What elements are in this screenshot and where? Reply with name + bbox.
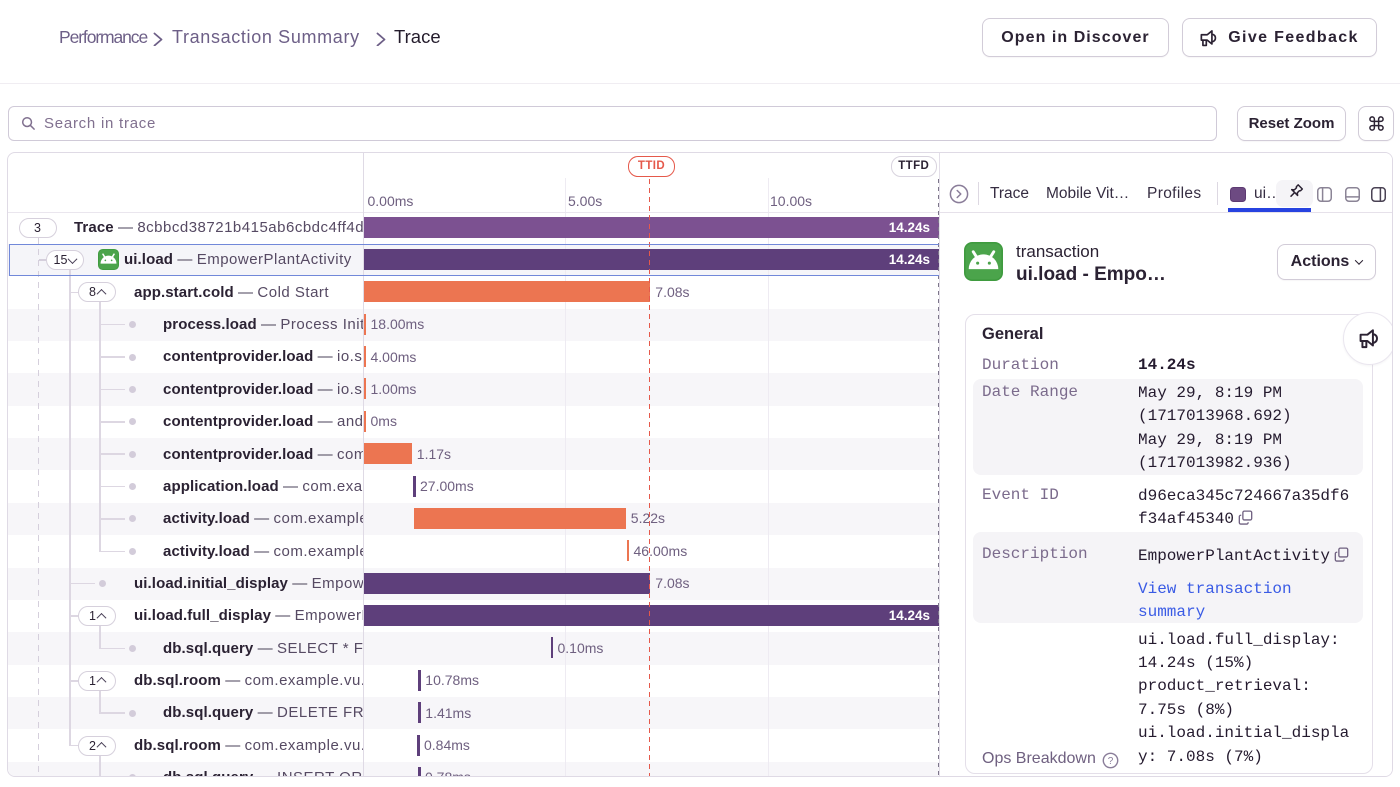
svg-text:?: ?: [1108, 756, 1114, 767]
